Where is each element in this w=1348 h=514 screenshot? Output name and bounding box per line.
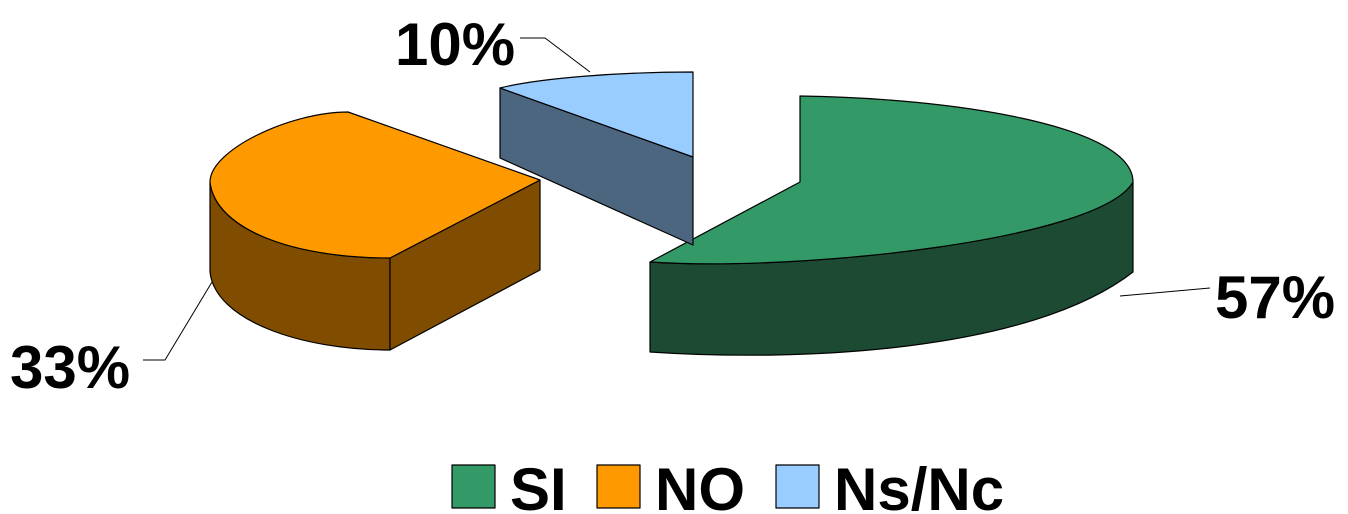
legend-swatch-si: [451, 464, 496, 509]
slice-no: [209, 111, 541, 351]
slice-nsnc: [499, 71, 694, 246]
slice-nsnc-top: [499, 71, 694, 158]
legend-swatch-no: [596, 464, 641, 509]
data-label-nsnc: 10%: [395, 11, 515, 78]
leader-line-no: [143, 281, 213, 361]
legend-label-nsnc: Ns/Nc: [834, 456, 1004, 514]
leader-line-nsnc: [520, 37, 591, 73]
legend-label-si: SI: [510, 456, 567, 514]
slice-si-top: [649, 95, 1134, 265]
leader-line-si: [1119, 287, 1211, 297]
legend: SI NO Ns/Nc: [451, 456, 1004, 514]
slice-si: [649, 95, 1134, 356]
data-label-no: 33%: [10, 334, 130, 401]
legend-swatch-nsnc: [775, 464, 820, 509]
legend-label-no: NO: [655, 456, 745, 514]
slice-no-top: [209, 111, 541, 259]
data-label-si: 57%: [1215, 264, 1335, 331]
